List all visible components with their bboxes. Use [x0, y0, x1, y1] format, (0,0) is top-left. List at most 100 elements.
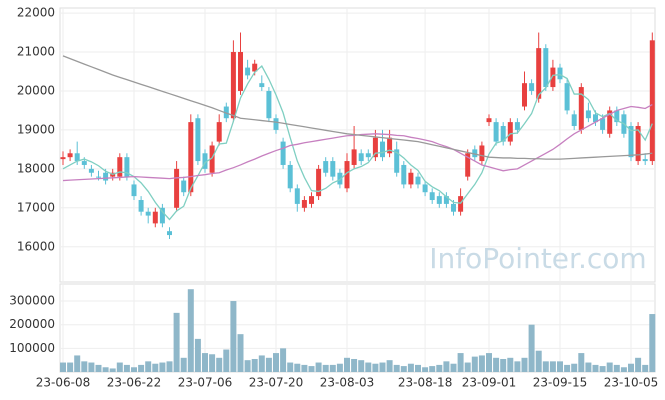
candle-body — [145, 211, 151, 216]
volume-bar — [123, 364, 130, 372]
volume-bar — [578, 353, 585, 372]
candle-body — [273, 118, 279, 130]
volume-bar — [237, 334, 244, 372]
volume-bar — [500, 358, 507, 372]
volume-bar — [407, 363, 414, 372]
candle-body — [394, 149, 400, 173]
volume-bar — [287, 362, 294, 372]
candle-body — [571, 114, 577, 127]
volume-bar — [230, 301, 237, 372]
candle-body — [287, 164, 293, 189]
candle-body — [259, 83, 265, 88]
candle-body — [600, 118, 606, 130]
volume-bar — [613, 364, 620, 372]
volume-bar — [74, 355, 81, 372]
candle-body — [88, 168, 94, 173]
candle-body — [451, 203, 456, 212]
volume-frame — [59, 283, 656, 373]
volume-bar — [223, 349, 230, 372]
candle-body — [564, 83, 570, 111]
candle-body — [309, 196, 314, 204]
candle-body — [522, 83, 527, 107]
candle-body — [436, 196, 442, 204]
candle-body — [209, 145, 215, 173]
candle-body — [181, 180, 187, 193]
candle-body — [337, 172, 343, 185]
volume-bar — [542, 361, 549, 372]
volume-bar — [244, 360, 251, 372]
candle-body — [245, 67, 251, 76]
candle-body — [614, 110, 620, 123]
y-tick-label: 18000 — [17, 161, 55, 175]
candle-body — [500, 126, 506, 142]
candle-body — [195, 118, 201, 162]
volume-bar — [152, 363, 159, 372]
x-tick-label: 23-07-06 — [178, 376, 232, 390]
volume-bar — [585, 362, 592, 372]
candle-body — [365, 153, 371, 158]
y-tick-label: 20000 — [17, 83, 55, 97]
candle-body — [167, 231, 172, 236]
volume-bar — [599, 366, 606, 372]
volume-bar — [415, 364, 421, 372]
candle-body — [280, 141, 286, 165]
candle-body — [557, 67, 563, 80]
volume-bar — [322, 364, 329, 372]
volume-bar — [379, 362, 386, 372]
y-tick-label: 17000 — [17, 200, 55, 214]
candle-body — [628, 126, 634, 158]
x-tick-label: 23-08-18 — [398, 376, 452, 390]
candle-body — [593, 114, 598, 123]
volume-bar — [273, 353, 279, 372]
volume-bar — [628, 363, 634, 372]
candle-body — [60, 157, 66, 160]
candle-body — [294, 188, 300, 204]
volume-bar — [209, 354, 216, 372]
candle-body — [344, 161, 350, 189]
volume-bar — [102, 367, 109, 372]
candle-body — [216, 122, 222, 142]
volume-bar — [393, 364, 400, 372]
volume-bar — [528, 324, 535, 372]
candle-body — [479, 145, 485, 162]
candle-body — [536, 48, 542, 99]
volume-bar — [521, 357, 528, 372]
candle-body — [529, 83, 535, 91]
candle-body — [103, 172, 109, 181]
volume-bar — [81, 361, 88, 372]
volume-bar — [620, 367, 627, 372]
x-tick-label: 23-07-20 — [249, 376, 303, 390]
candle-body — [81, 161, 87, 165]
candle-body — [415, 176, 421, 185]
volume-bar — [443, 361, 450, 372]
volume-bar — [471, 356, 478, 372]
moving-average-line — [62, 65, 653, 221]
volume-bar — [251, 358, 258, 372]
volume-bar — [464, 362, 471, 372]
volume-bar — [429, 366, 436, 372]
y-tick-label: 300000 — [9, 294, 55, 308]
candle-body — [152, 211, 158, 224]
candle-body — [507, 122, 513, 142]
price-frame — [59, 7, 656, 283]
volume-bar — [478, 355, 485, 372]
volume-bar — [258, 355, 265, 372]
volume-bar — [400, 366, 407, 372]
volume-bar — [216, 357, 223, 372]
y-tick-label: 100000 — [9, 341, 55, 355]
volume-bar — [329, 364, 336, 372]
candle-body — [159, 207, 165, 224]
candle-body — [649, 40, 655, 162]
volume-bar — [315, 362, 322, 372]
volume-bar — [173, 312, 180, 372]
volume-bar — [486, 353, 492, 372]
volume-bar — [301, 364, 308, 372]
y-tick-label: 16000 — [17, 239, 55, 253]
volume-bar — [557, 361, 563, 372]
volume-bar — [180, 357, 187, 372]
volume-bar — [109, 368, 116, 372]
x-tick-label: 23-09-01 — [462, 376, 516, 390]
volume-bar — [187, 289, 194, 372]
candle-body — [472, 149, 478, 158]
candle-body — [550, 67, 556, 88]
